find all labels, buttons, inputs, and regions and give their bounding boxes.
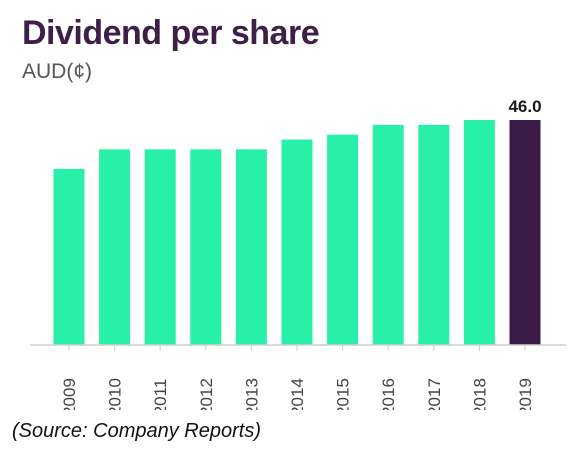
x-tick-label: 2009 <box>60 378 79 410</box>
bar-2019 <box>509 120 541 345</box>
chart-title: Dividend per share <box>22 14 320 52</box>
bar-2016 <box>372 124 404 346</box>
x-tick-label: 2010 <box>106 378 125 410</box>
bar-2017 <box>418 124 450 346</box>
x-tick-label: 2011 <box>151 379 170 410</box>
bar-2011 <box>144 149 176 345</box>
chart-subtitle: AUD(¢) <box>22 60 93 83</box>
bar-2018 <box>463 120 495 345</box>
x-tick-label: 2012 <box>197 378 216 410</box>
bar-value-label-2019: 46.0 <box>508 97 541 116</box>
bar-2013 <box>235 149 267 345</box>
bar-2010 <box>99 149 131 345</box>
x-tick-label: 2015 <box>334 378 353 410</box>
bar-2014 <box>281 139 313 345</box>
bar-2015 <box>327 134 359 345</box>
bar-2009 <box>53 168 85 345</box>
x-tick-label: 2017 <box>425 378 444 410</box>
x-tick-label: 2018 <box>470 378 489 410</box>
x-tick-label: 2014 <box>288 378 307 410</box>
x-tick-label: 2013 <box>242 378 261 410</box>
dividend-bar-chart: 2009 2010 2011 2012 2013 2014 2015 2016 2017 2018… <box>30 97 566 410</box>
x-tick-label: 2019 <box>516 378 535 410</box>
x-tick-label: 2016 <box>379 378 398 410</box>
source-note: (Source: Company Reports) <box>12 420 261 442</box>
bar-2012 <box>190 149 222 345</box>
